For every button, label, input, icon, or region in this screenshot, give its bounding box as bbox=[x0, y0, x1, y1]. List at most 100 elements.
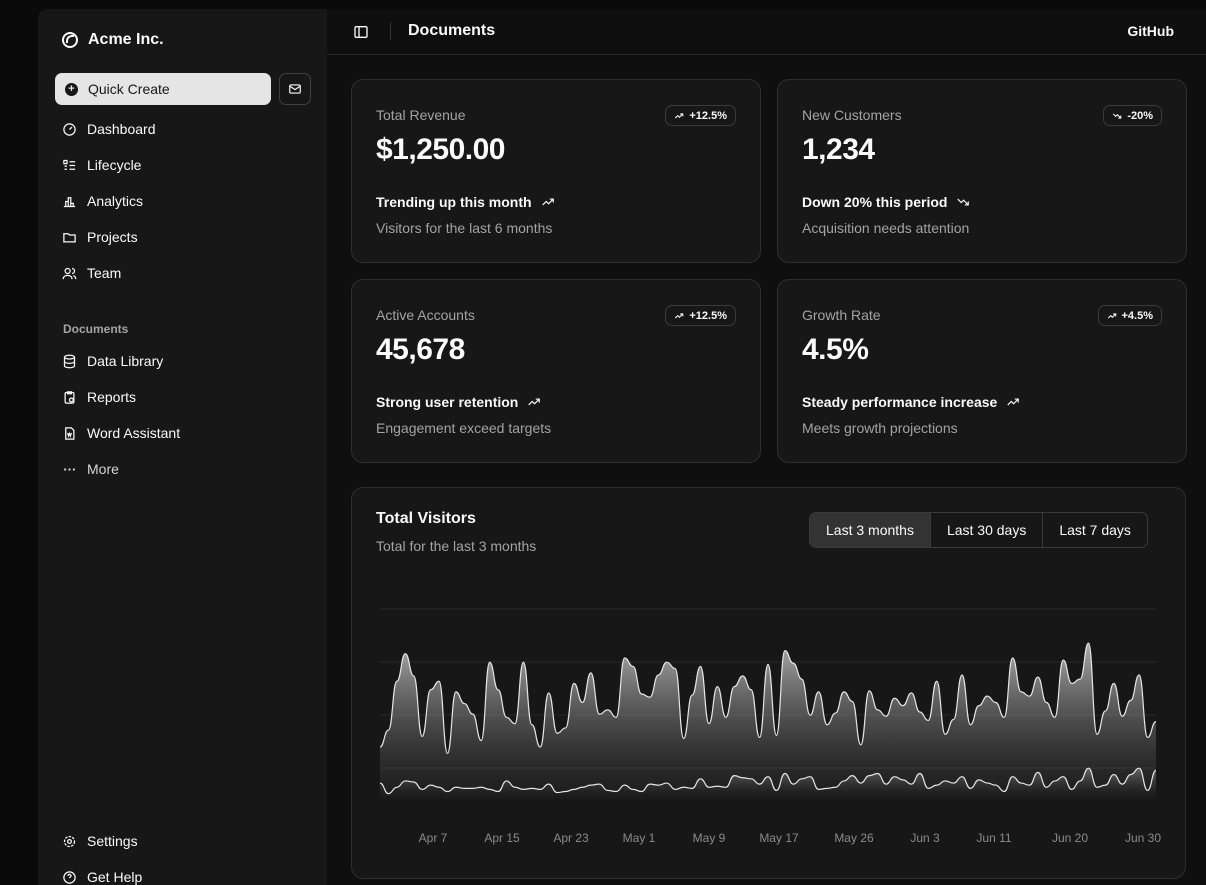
nav-label: More bbox=[87, 461, 119, 477]
nav-item-lifecycle[interactable]: Lifecycle bbox=[62, 147, 312, 183]
stat-label: Growth Rate bbox=[802, 307, 881, 323]
github-link[interactable]: GitHub bbox=[1127, 23, 1174, 39]
quick-create-button[interactable]: + Quick Create bbox=[55, 73, 271, 105]
trend-text: Down 20% this period bbox=[802, 194, 970, 210]
nav-label: Lifecycle bbox=[87, 157, 142, 173]
trending-down-icon bbox=[1113, 113, 1122, 119]
help-circle-icon bbox=[63, 870, 76, 884]
nav-item-reports[interactable]: Reports bbox=[62, 379, 312, 415]
visitors-chart-card: Total Visitors Total for the last 3 mont… bbox=[351, 487, 1186, 879]
x-tick-label: Apr 7 bbox=[419, 831, 448, 845]
badge-value: -20% bbox=[1127, 109, 1153, 122]
bar-chart-icon bbox=[63, 196, 76, 207]
x-tick-label: Jun 30 bbox=[1125, 831, 1161, 845]
nav-label: Data Library bbox=[87, 353, 164, 369]
nav-item-settings[interactable]: Settings bbox=[62, 823, 312, 859]
divider bbox=[390, 22, 391, 40]
trending-up-icon bbox=[528, 398, 541, 406]
stat-description: Visitors for the last 6 months bbox=[376, 220, 553, 236]
dashboard-icon bbox=[63, 122, 76, 136]
range-toggle-group: Last 3 months Last 30 days Last 7 days bbox=[809, 512, 1148, 548]
mail-icon bbox=[289, 84, 301, 94]
quick-create-label: Quick Create bbox=[88, 81, 170, 97]
stat-label: New Customers bbox=[802, 107, 902, 123]
range-last-30-days[interactable]: Last 30 days bbox=[931, 513, 1044, 547]
brand-logo-icon bbox=[62, 32, 78, 48]
nav-item-dashboard[interactable]: Dashboard bbox=[62, 111, 312, 147]
documents-section-label: Documents bbox=[63, 322, 129, 336]
trend-badge: +12.5% bbox=[665, 305, 736, 326]
series-line-upper bbox=[380, 642, 1157, 754]
x-tick-label: May 17 bbox=[759, 831, 799, 845]
badge-value: +4.5% bbox=[1121, 309, 1154, 322]
stat-card: Growth Rate 4.5% +4.5% Steady performanc… bbox=[777, 279, 1187, 463]
inbox-button[interactable] bbox=[279, 73, 311, 105]
nav-item-team[interactable]: Team bbox=[62, 255, 312, 291]
stat-label: Active Accounts bbox=[376, 307, 475, 323]
settings-icon bbox=[63, 835, 76, 847]
brand[interactable]: Acme Inc. bbox=[62, 31, 164, 49]
nav-item-more[interactable]: More bbox=[62, 451, 312, 487]
range-last-7-days[interactable]: Last 7 days bbox=[1059, 522, 1131, 538]
chart-title: Total Visitors bbox=[376, 510, 476, 527]
footer-nav: Settings Get Help bbox=[62, 823, 312, 885]
brand-name: Acme Inc. bbox=[88, 31, 164, 48]
trend-badge: +4.5% bbox=[1097, 305, 1162, 326]
trend-label: Trending up this month bbox=[376, 194, 532, 210]
visitors-area-chart: Apr 7 Apr 15 Apr 23 May 1 May 9 May 17 May 26 J… bbox=[380, 608, 1161, 845]
stat-value: 1,234 bbox=[802, 133, 875, 166]
sidebar-toggle-icon[interactable] bbox=[353, 24, 369, 40]
nav-label: Word Assistant bbox=[87, 425, 181, 441]
trending-up-icon bbox=[1007, 398, 1020, 406]
x-tick-label: Jun 20 bbox=[1052, 831, 1088, 845]
trending-up-icon bbox=[1107, 312, 1116, 318]
stat-card: Total Revenue $1,250.00 +12.5% Trending … bbox=[351, 79, 761, 263]
list-icon bbox=[63, 159, 76, 170]
x-tick-label: Jun 3 bbox=[910, 831, 940, 845]
stat-value: $1,250.00 bbox=[376, 133, 505, 166]
nav-item-data-library[interactable]: Data Library bbox=[62, 343, 312, 379]
sidebar: Acme Inc. + Quick Create Dashboard Lifec… bbox=[38, 9, 327, 885]
nav-label: Analytics bbox=[87, 193, 144, 209]
nav-label: Reports bbox=[87, 389, 137, 405]
nav-item-projects[interactable]: Projects bbox=[62, 219, 312, 255]
x-tick-label: Apr 15 bbox=[484, 831, 520, 845]
range-last-3-months[interactable]: Last 3 months bbox=[810, 513, 931, 547]
trend-text: Trending up this month bbox=[376, 194, 555, 210]
more-horizontal-icon bbox=[64, 467, 75, 471]
documents-nav: Data Library Reports Word Assistant More bbox=[62, 343, 312, 487]
nav-item-word-assistant[interactable]: Word Assistant bbox=[62, 415, 312, 451]
plus-circle-icon: + bbox=[65, 82, 78, 96]
trending-up-icon bbox=[541, 198, 554, 206]
nav-label: Settings bbox=[87, 833, 138, 849]
x-tick-label: Jun 11 bbox=[976, 831, 1011, 845]
series-area-lower bbox=[380, 768, 1156, 800]
clipboard-icon bbox=[64, 390, 75, 404]
series-line-lower bbox=[380, 767, 1157, 795]
stat-description: Engagement exceed targets bbox=[376, 420, 552, 436]
page-title: Documents bbox=[408, 22, 496, 39]
stat-label: Total Revenue bbox=[376, 107, 466, 123]
trending-up-icon bbox=[675, 112, 684, 118]
trend-text: Steady performance increase bbox=[802, 394, 1020, 410]
x-tick-label: May 26 bbox=[834, 831, 874, 845]
trend-label: Strong user retention bbox=[376, 394, 519, 410]
stat-value: 4.5% bbox=[802, 333, 869, 366]
trending-down-icon bbox=[957, 198, 970, 206]
trend-badge: -20% bbox=[1103, 105, 1162, 126]
trend-label: Steady performance increase bbox=[802, 394, 998, 410]
stat-card: Active Accounts 45,678 +12.5% Strong use… bbox=[351, 279, 761, 463]
trend-text: Strong user retention bbox=[376, 394, 541, 410]
users-icon bbox=[62, 267, 77, 279]
file-word-icon bbox=[65, 426, 75, 440]
nav-item-analytics[interactable]: Analytics bbox=[62, 183, 312, 219]
nav-item-get-help[interactable]: Get Help bbox=[62, 859, 312, 885]
x-tick-label: Apr 23 bbox=[553, 831, 589, 845]
main-nav: Dashboard Lifecycle Analytics Projects T… bbox=[62, 111, 312, 291]
stat-description: Meets growth projections bbox=[802, 420, 958, 436]
stat-value: 45,678 bbox=[376, 333, 465, 366]
chart-subtitle: Total for the last 3 months bbox=[376, 538, 537, 554]
trend-label: Down 20% this period bbox=[802, 194, 948, 210]
database-icon bbox=[63, 354, 76, 368]
x-tick-label: May 9 bbox=[693, 831, 726, 845]
